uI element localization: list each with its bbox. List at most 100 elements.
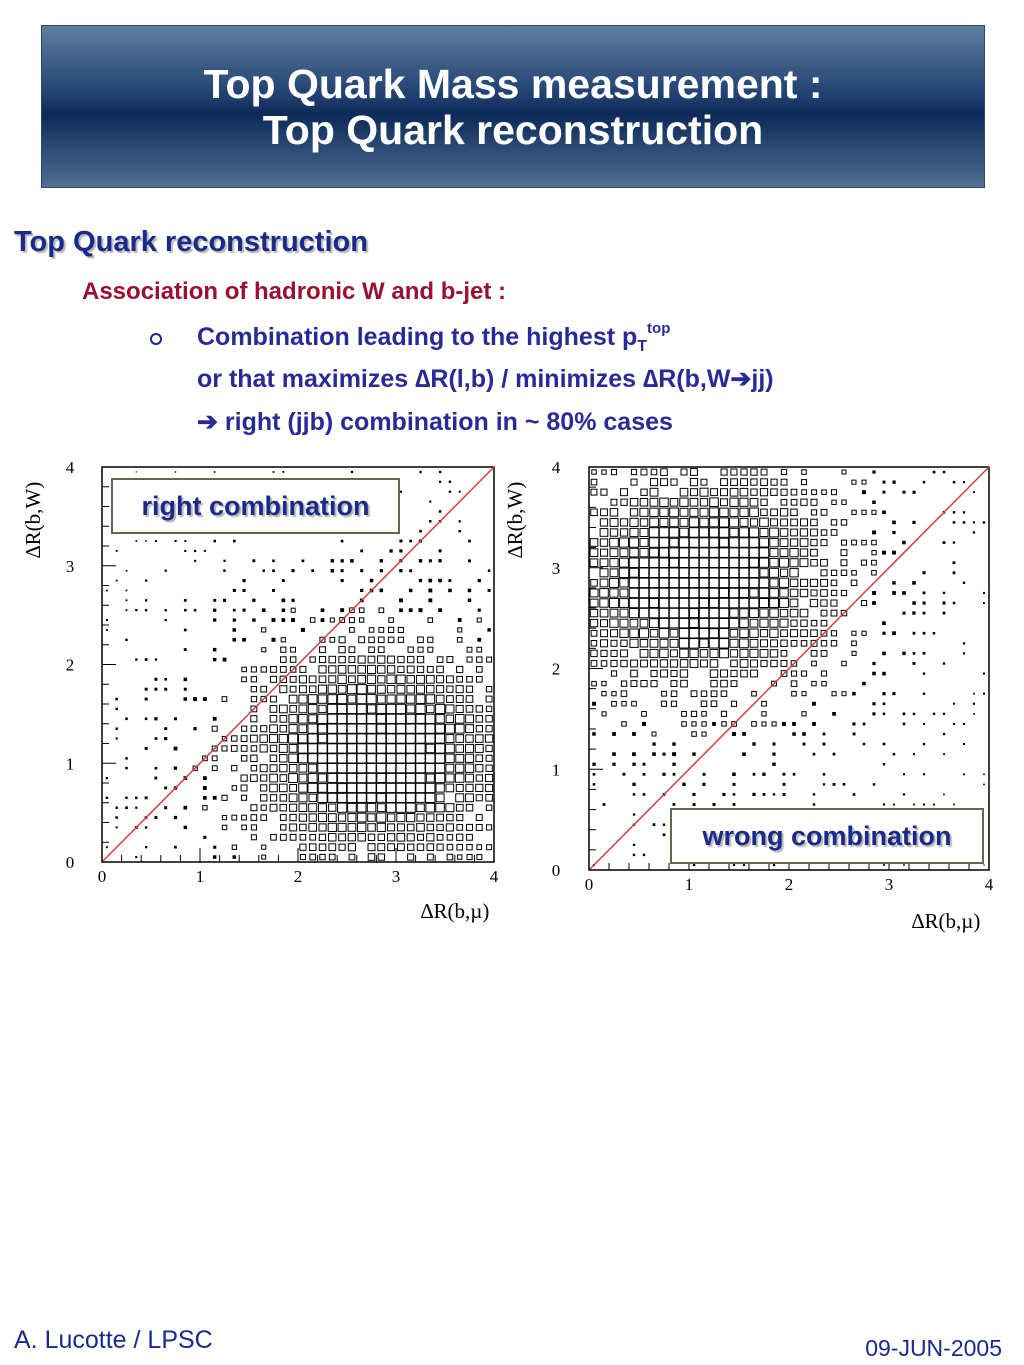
hist-box <box>357 822 367 833</box>
hist-box <box>396 694 406 704</box>
hist-box <box>718 527 730 538</box>
hist-box <box>669 517 679 528</box>
hist-box <box>476 844 483 850</box>
hist-box <box>599 608 609 618</box>
hist-box <box>820 599 828 607</box>
hist-box <box>386 694 396 704</box>
hist-box <box>738 547 750 558</box>
x-axis-label: ∆R(b,µ) <box>421 899 490 923</box>
hist-box <box>690 690 698 698</box>
hist-box <box>718 547 730 558</box>
hist-box <box>738 567 750 579</box>
hist-box <box>670 670 678 677</box>
hist-box <box>688 547 700 558</box>
hist-box <box>758 547 770 558</box>
hist-box <box>759 517 769 528</box>
hist-box <box>376 773 387 783</box>
hist-box <box>477 578 481 583</box>
hist-box <box>261 844 267 850</box>
hist-box <box>659 638 669 648</box>
hist-box <box>629 628 639 638</box>
hist-box <box>455 695 464 703</box>
hist-box <box>428 559 432 563</box>
hist-box <box>709 517 719 528</box>
bullet-line-1-sub: T <box>637 338 648 355</box>
hist-box <box>164 569 167 572</box>
hist-box <box>336 733 348 744</box>
hist-box <box>105 846 108 849</box>
hist-box <box>708 557 720 568</box>
hist-box <box>405 743 416 754</box>
hist-box <box>415 733 426 744</box>
hist-box <box>366 713 377 725</box>
hist-box <box>477 637 482 642</box>
hist-box <box>799 608 809 618</box>
hist-box <box>202 786 207 790</box>
hist-box <box>688 628 700 639</box>
hist-box <box>698 617 710 629</box>
hist-box <box>211 765 218 771</box>
hist-box <box>348 646 356 654</box>
hist-box <box>242 637 246 642</box>
hist-box <box>621 701 627 707</box>
hist-box <box>115 737 118 740</box>
hist-box <box>599 558 609 568</box>
hist-box <box>952 511 956 514</box>
hist-box <box>419 529 422 533</box>
hist-box <box>241 814 247 821</box>
hist-box <box>328 833 337 842</box>
bullet-line-3: ➔ right (jjb) combination in ~ 80% cases <box>197 408 673 436</box>
hist-box <box>250 715 258 723</box>
hist-box <box>718 567 730 578</box>
hist-box <box>318 823 327 832</box>
hist-box <box>692 792 696 796</box>
hist-box <box>982 521 986 524</box>
hist-box <box>376 684 386 694</box>
hist-box <box>348 675 356 684</box>
hist-box <box>799 548 809 557</box>
hist-box <box>125 806 128 810</box>
hist-box <box>416 674 425 684</box>
hist-box <box>408 588 413 593</box>
hist-box <box>882 490 886 494</box>
hist-box <box>649 517 659 528</box>
hist-box <box>396 832 406 842</box>
hist-box <box>425 763 436 774</box>
hist-box <box>592 732 596 736</box>
hist-box <box>445 714 455 723</box>
hist-box <box>250 814 258 821</box>
hist-box <box>183 697 187 701</box>
hist-box <box>749 497 759 507</box>
hist-box <box>426 833 435 842</box>
footer-date: 09-JUN-2005 <box>865 1335 1002 1361</box>
hist-box <box>309 853 317 861</box>
hist-box <box>356 743 367 754</box>
hist-box <box>712 803 716 806</box>
hist-box <box>366 772 377 784</box>
hist-box <box>730 478 738 486</box>
hist-box <box>810 639 818 647</box>
hist-box <box>439 480 442 483</box>
hist-box <box>772 762 776 766</box>
hist-box <box>720 498 728 507</box>
hist-box <box>395 753 407 764</box>
hist-box <box>701 711 707 717</box>
hist-box <box>395 763 407 774</box>
hist-box <box>455 784 464 792</box>
hist-box <box>708 527 720 538</box>
hist-box <box>270 666 277 673</box>
hist-box <box>308 803 318 813</box>
hist-box <box>280 646 287 653</box>
hist-box <box>406 665 415 674</box>
hist-box <box>943 753 945 756</box>
hist-box <box>601 680 607 687</box>
hist-box <box>639 649 649 658</box>
hist-box <box>769 649 779 658</box>
hist-box <box>327 713 338 724</box>
hist-box <box>429 520 432 523</box>
y-tick-label: 0 <box>66 853 75 872</box>
hist-box <box>678 567 690 578</box>
hist-box <box>476 656 483 663</box>
hist-box <box>298 803 308 812</box>
hist-box <box>932 632 936 635</box>
